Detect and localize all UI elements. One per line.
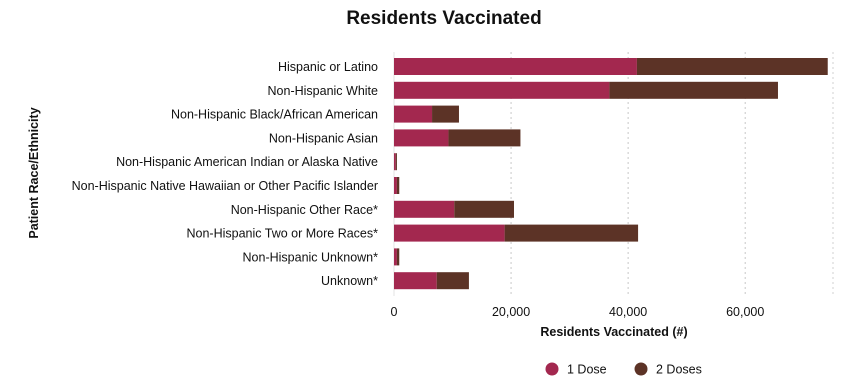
x-tick-labels: 0 20,000 40,000 60,000: [391, 305, 765, 319]
bar-segment: [394, 224, 505, 242]
bars: [394, 58, 828, 290]
bar-segment: [394, 129, 449, 147]
legend: 1 Dose 2 Doses: [545, 362, 702, 377]
bar-segment: [454, 200, 514, 218]
x-tick-label: 20,000: [492, 305, 530, 319]
category-label: Hispanic or Latino: [278, 60, 378, 74]
category-label: Non-Hispanic Other Race*: [231, 203, 378, 217]
bar-segment: [394, 153, 396, 171]
bar-segment: [394, 248, 397, 266]
bar-segment: [394, 81, 610, 99]
bar-segment: [432, 105, 459, 123]
category-label: Non-Hispanic American Indian or Alaska N…: [116, 155, 378, 169]
bar-segment: [394, 177, 397, 194]
chart-title: Residents Vaccinated: [346, 8, 541, 29]
category-label: Non-Hispanic White: [268, 84, 379, 98]
bar-segment: [394, 105, 433, 123]
category-label: Non-Hispanic Unknown*: [243, 250, 379, 264]
bar-segment: [394, 272, 437, 290]
legend-label: 1 Dose: [567, 363, 607, 377]
bar-segment: [504, 224, 639, 242]
x-axis-title: Residents Vaccinated (#): [540, 325, 687, 339]
bar-segment: [436, 272, 469, 290]
bar-segment: [396, 248, 400, 266]
bar-segment: [395, 153, 397, 171]
bar-segment: [448, 129, 521, 147]
category-label: Non-Hispanic Asian: [269, 131, 378, 145]
category-label: Non-Hispanic Two or More Races*: [186, 227, 378, 241]
bar-segment: [396, 177, 400, 194]
x-tick-label: 0: [391, 305, 398, 319]
bar-segment: [394, 200, 455, 218]
legend-swatch: [634, 362, 648, 376]
bar-segment: [609, 81, 778, 99]
category-label: Non-Hispanic Black/African American: [171, 108, 378, 122]
category-label: Non-Hispanic Native Hawaiian or Other Pa…: [72, 179, 378, 193]
x-tick-label: 40,000: [609, 305, 647, 319]
legend-label: 2 Doses: [656, 363, 702, 377]
category-label: Unknown*: [321, 274, 378, 288]
y-axis-title: Patient Race/Ethnicity: [27, 107, 41, 238]
bar-segment: [636, 58, 828, 75]
legend-swatch: [545, 362, 559, 376]
bar-segment: [394, 58, 637, 75]
category-labels: Hispanic or Latino Non-Hispanic White Non-…: [72, 60, 379, 288]
x-tick-label: 60,000: [726, 305, 764, 319]
